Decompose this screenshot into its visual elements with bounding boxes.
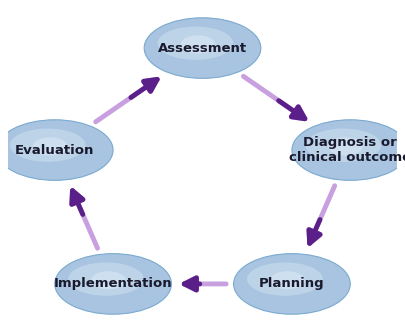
Text: Assessment: Assessment: [158, 42, 247, 54]
Ellipse shape: [180, 35, 215, 53]
Ellipse shape: [32, 137, 68, 155]
Text: Planning: Planning: [259, 278, 325, 290]
Ellipse shape: [10, 128, 86, 162]
Ellipse shape: [234, 254, 350, 314]
Ellipse shape: [55, 254, 171, 314]
Ellipse shape: [158, 27, 233, 60]
Text: Implementation: Implementation: [54, 278, 173, 290]
Text: Evaluation: Evaluation: [15, 143, 94, 157]
Ellipse shape: [328, 137, 363, 155]
Ellipse shape: [270, 271, 305, 290]
Ellipse shape: [305, 128, 381, 162]
Ellipse shape: [247, 262, 323, 296]
Ellipse shape: [144, 18, 261, 78]
Ellipse shape: [91, 271, 126, 290]
Text: Diagnosis or
clinical outcome: Diagnosis or clinical outcome: [289, 136, 405, 164]
Ellipse shape: [0, 120, 113, 180]
Ellipse shape: [292, 120, 405, 180]
Ellipse shape: [68, 262, 144, 296]
